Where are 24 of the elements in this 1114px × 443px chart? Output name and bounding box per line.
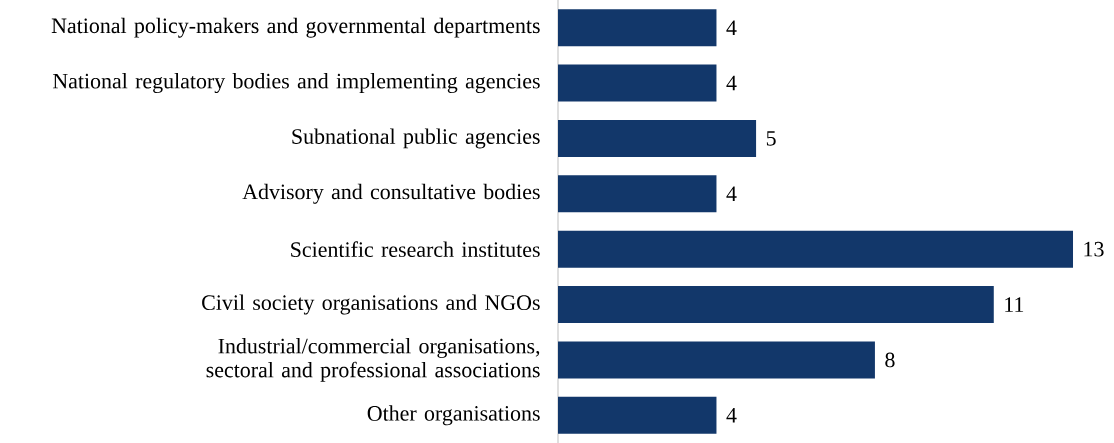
bar xyxy=(558,9,717,47)
y-tick-label: Other organisations xyxy=(367,405,540,426)
y-tick-label: Advisory and consultative bodies xyxy=(242,183,540,204)
bar xyxy=(558,230,1074,268)
data-label: 5 xyxy=(766,131,776,146)
y-tick-label: Industrial/commercial organisations, sectoral and professional associations xyxy=(206,338,540,382)
data-label: 4 xyxy=(726,20,737,35)
bar xyxy=(558,64,717,102)
y-tick-label: National policy-makers and governmental departments xyxy=(51,17,540,38)
data-label: 13 xyxy=(1084,241,1104,257)
data-label: 4 xyxy=(726,408,737,423)
bar xyxy=(558,286,994,324)
y-tick-label: Civil society organisations and NGOs xyxy=(202,294,540,315)
bar xyxy=(558,119,757,157)
y-tick-label: Subnational public agencies xyxy=(292,128,540,149)
data-label: 11 xyxy=(1005,297,1024,312)
y-tick-label: National regulatory bodies and implementing agencies xyxy=(52,73,540,94)
data-label: 4 xyxy=(726,186,737,202)
data-label: 8 xyxy=(885,352,895,368)
bar xyxy=(558,396,717,434)
bar xyxy=(558,175,717,213)
data-label: 4 xyxy=(726,75,737,91)
y-tick-label: Scientific research institutes xyxy=(291,241,540,258)
bar xyxy=(558,341,875,379)
